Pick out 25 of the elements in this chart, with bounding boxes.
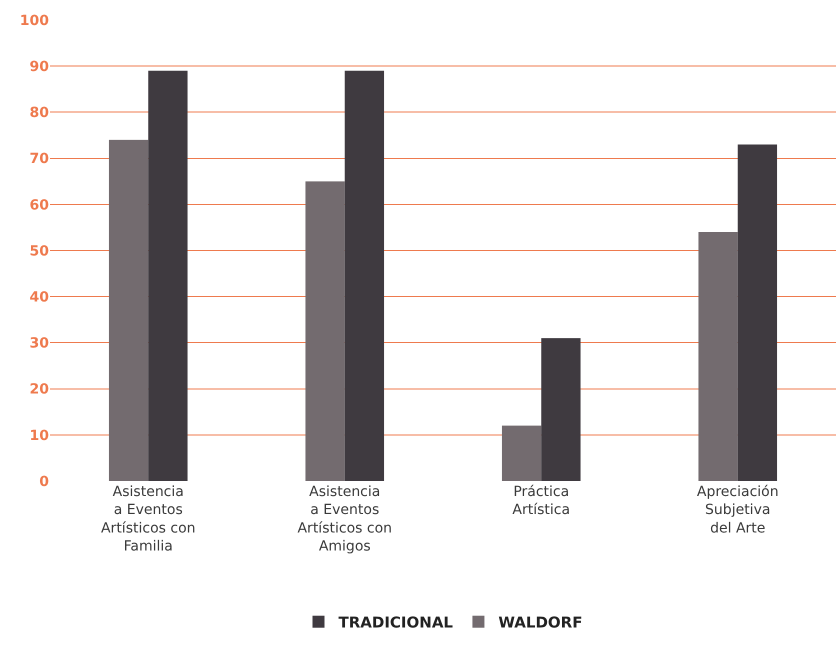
y-tick-label: 10 [30, 428, 50, 444]
bar [305, 181, 345, 481]
bar [108, 140, 148, 481]
bar [541, 338, 581, 481]
y-tick-label: 100 [20, 12, 50, 29]
y-tick-label: 30 [30, 336, 50, 352]
y-tick-label: 0 [39, 474, 50, 490]
x-tick-label: Asistencia a Eventos Artísticos con Familia [100, 484, 196, 555]
legend-label: TRADICIONAL [338, 614, 454, 632]
bar [738, 144, 778, 481]
legend-label: WALDORF [498, 614, 582, 632]
y-tick-label: 80 [30, 105, 50, 122]
bar [148, 70, 188, 481]
y-tick-label: 20 [30, 382, 50, 398]
x-tick-label: Práctica Artística [512, 484, 570, 518]
bar [502, 426, 542, 481]
bar [344, 70, 384, 481]
x-tick-label: Asistencia a Eventos Artísticos con Amigos [297, 484, 392, 555]
y-tick-label: 70 [30, 151, 50, 168]
y-tick-label: 40 [30, 290, 50, 306]
y-tick-label: 90 [30, 59, 50, 75]
y-tick-label: 50 [30, 243, 50, 260]
x-tick-label: Apreciación Subjetiva del Arte [696, 484, 779, 536]
y-tick-label: 60 [30, 197, 50, 214]
bar [698, 232, 738, 481]
